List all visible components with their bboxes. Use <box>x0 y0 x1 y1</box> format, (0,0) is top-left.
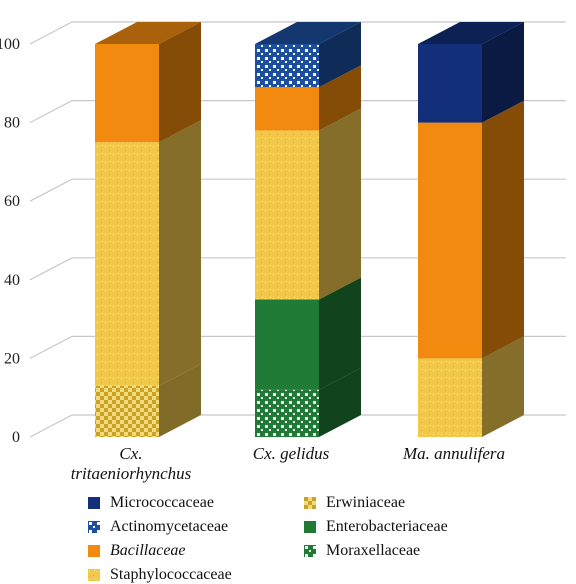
legend-swatch <box>304 521 316 533</box>
bar-top <box>418 22 524 44</box>
legend-swatch <box>88 521 100 533</box>
category-labels: Cx. tritaeniorhynchus Cx. gelidus Ma. annul… <box>71 444 505 483</box>
legend-item: Moraxellaceae <box>304 542 420 560</box>
legend-swatch <box>304 497 316 509</box>
legend-label: Bacillaceae <box>110 542 186 559</box>
y-axis-ticks: 0 20 40 60 80 100 <box>0 36 20 446</box>
bar-segment <box>95 363 201 437</box>
gridline <box>29 99 566 124</box>
legend-item: Staphylococcaceae <box>88 566 232 584</box>
y-tick-label: 40 <box>4 272 20 289</box>
bar-top <box>95 22 201 44</box>
bar-segment <box>418 100 524 359</box>
category-label: Cx. tritaeniorhynchus <box>71 444 192 483</box>
y-tick-label: 80 <box>4 115 20 132</box>
legend-swatch <box>304 545 316 557</box>
bar-segment <box>255 277 361 390</box>
y-tick-label: 60 <box>4 193 20 210</box>
legend-item: Erwiniaceae <box>304 494 405 512</box>
legend-item: Enterobacteriaceae <box>304 518 448 536</box>
bar-top <box>255 22 361 44</box>
bar-segment <box>255 22 361 88</box>
gridline <box>29 178 566 202</box>
legend-label: Actinomycetaceae <box>110 518 229 535</box>
bars <box>95 22 524 437</box>
y-tick-label: 100 <box>0 36 20 53</box>
legend-label: Moraxellaceae <box>326 542 421 559</box>
legend-item: Actinomycetaceae <box>88 518 228 536</box>
category-label: Cx. gelidus <box>253 444 330 463</box>
stacked-bar-chart: 0 20 40 60 80 100 Cx. tritaeniorhynchus Cx. gel… <box>0 21 566 483</box>
bar-segment <box>95 120 201 386</box>
bar-segment <box>255 108 361 300</box>
gridline <box>29 257 566 281</box>
legend-label: Erwiniaceae <box>326 494 406 511</box>
bar-segment <box>255 65 361 131</box>
gridlines <box>29 21 566 438</box>
legend-label: Micrococcaceae <box>110 494 214 511</box>
bar-segment <box>95 22 201 143</box>
bar-segment <box>418 22 524 123</box>
category-label: Ma. annulifera <box>402 444 505 463</box>
y-tick-label: 20 <box>4 350 20 367</box>
gridline <box>29 414 566 438</box>
bar-segment <box>418 336 524 437</box>
bar-segment <box>255 367 361 437</box>
y-tick-label: 0 <box>12 429 20 446</box>
legend-label: Staphylococcaceae <box>110 566 232 583</box>
legend-label: Enterobacteriaceae <box>326 518 448 535</box>
legend-swatch <box>88 497 100 509</box>
legend-item: Micrococcaceae <box>88 494 214 512</box>
gridline <box>29 335 566 359</box>
legend-swatch <box>88 545 100 557</box>
gridline <box>29 21 566 45</box>
legend-item: Bacillaceae <box>88 542 186 560</box>
